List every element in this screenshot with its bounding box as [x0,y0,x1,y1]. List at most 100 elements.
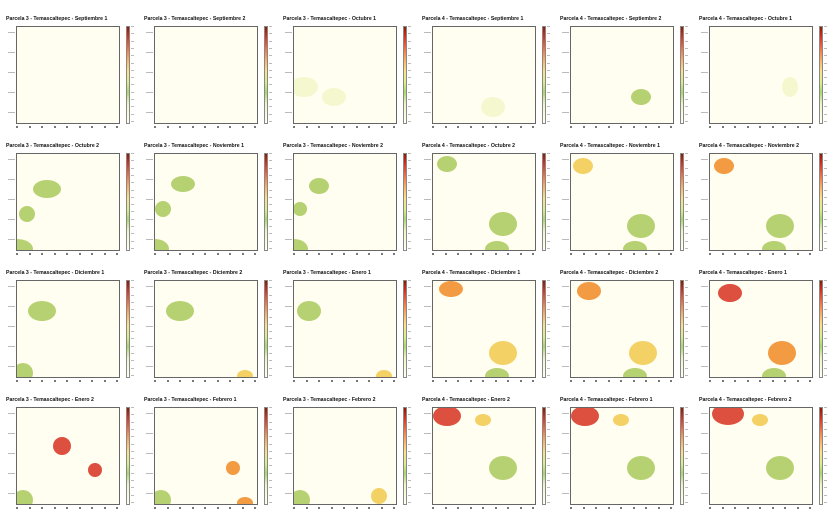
heatmap-blob [571,408,599,426]
x-tick [355,126,358,128]
color-scale-tick [685,99,688,100]
color-scale-tick [269,62,272,64]
color-scale-tick [824,450,827,452]
y-tick [701,219,708,220]
color-scale-tick [824,153,827,154]
panel-title: Parcela 4 - Temascaltepec - Octubre 1 [699,16,793,22]
y-tick [701,159,708,160]
y-tick [285,112,292,113]
color-scale-tick [824,211,827,213]
color-scale-tick [824,226,827,227]
color-scale-tick [408,204,411,206]
heatmap-panel: Parcela 3 - Temascaltepec - Febrero 2 [281,397,415,523]
color-scale-tick [685,421,688,423]
color-scale-tick [269,84,272,86]
color-scale-tick [685,301,688,303]
color-scale-tick [547,287,550,289]
y-tick [562,32,569,33]
heatmap-panel: Parcela 3 - Temascaltepec - Febrero 1 [142,397,276,523]
x-tick [166,253,169,255]
x-tick [204,126,206,128]
y-tick [424,32,431,33]
color-scale-tick [824,501,827,503]
color-scale-tick [408,84,411,86]
y-tick [562,239,569,240]
color-scale-tick [131,472,134,474]
panel-title: Parcela 3 - Temascaltepec - Diciembre 2 [144,270,243,276]
color-scale-tick [408,338,411,340]
x-axis-ticks [16,380,120,386]
y-tick [424,366,431,367]
heatmap-panel: Parcela 4 - Temascaltepec - Diciembre 1 [420,270,554,396]
y-tick [424,239,431,240]
y-tick [146,286,153,287]
color-scale-tick [269,196,272,198]
color-scale-tick [269,301,272,303]
color-scale-tick [824,182,827,184]
y-tick [8,473,15,474]
color-scale-tick [685,353,688,354]
x-tick [444,380,447,382]
y-tick [701,473,708,474]
color-scale-tick [685,360,688,362]
x-tick [734,253,736,255]
heatmap-plot-area [293,26,397,124]
color-scale-bar [126,153,130,251]
panel-title: Parcela 4 - Temascaltepec - Enero 2 [422,397,510,403]
color-scale-tick [269,309,272,311]
heatmap-blob [294,202,307,216]
heatmap-blob [489,341,517,365]
y-tick [701,32,708,33]
heatmap-blob [573,158,593,174]
color-scale-tick [547,480,550,481]
y-tick [285,453,292,454]
color-scale-tick [547,450,550,452]
color-scale-tick [131,309,134,311]
color-scale-tick [685,153,688,154]
heatmap-panel: Parcela 4 - Temascaltepec - Enero 2 [420,397,554,523]
color-scale-tick [408,280,411,281]
color-scale-ticks [824,26,827,124]
x-tick [784,253,786,255]
color-scale-tick [547,204,550,206]
color-scale-tick [685,487,688,489]
color-scale-tick [408,160,411,162]
color-scale-tick [269,77,272,79]
y-tick [701,239,708,240]
heatmap-blob [171,176,195,192]
color-scale-tick [408,501,411,503]
x-tick [607,126,610,128]
color-scale-tick [547,323,550,325]
color-scale-bar [264,26,268,124]
y-tick [285,413,292,414]
color-scale-tick [131,360,134,362]
color-scale-tick [269,33,272,35]
color-scale-tick [824,414,827,416]
y-tick [562,433,569,434]
y-tick [562,52,569,53]
x-tick [330,507,333,509]
heatmap-blob [489,212,517,236]
heatmap-plot-area [709,153,813,251]
x-tick [241,380,244,382]
color-scale-tick [824,374,827,376]
color-scale-tick [547,331,550,333]
x-tick [41,380,43,382]
x-tick [519,253,522,255]
color-scale-bar [542,153,546,251]
heatmap-blob [623,241,647,250]
color-scale-tick [131,106,134,108]
color-scale-tick [408,494,411,496]
color-scale-tick [685,247,688,249]
color-scale-tick [269,374,272,376]
heatmap-svg [294,77,346,106]
color-scale-tick [269,233,272,235]
color-scale-tick [685,428,688,430]
color-scale-tick [408,77,411,79]
color-scale-bar [680,280,684,378]
y-tick [701,179,708,180]
heatmap-blob [19,206,35,222]
heatmap-plot-area [709,26,813,124]
x-tick [570,126,572,128]
color-scale-tick [269,174,272,176]
